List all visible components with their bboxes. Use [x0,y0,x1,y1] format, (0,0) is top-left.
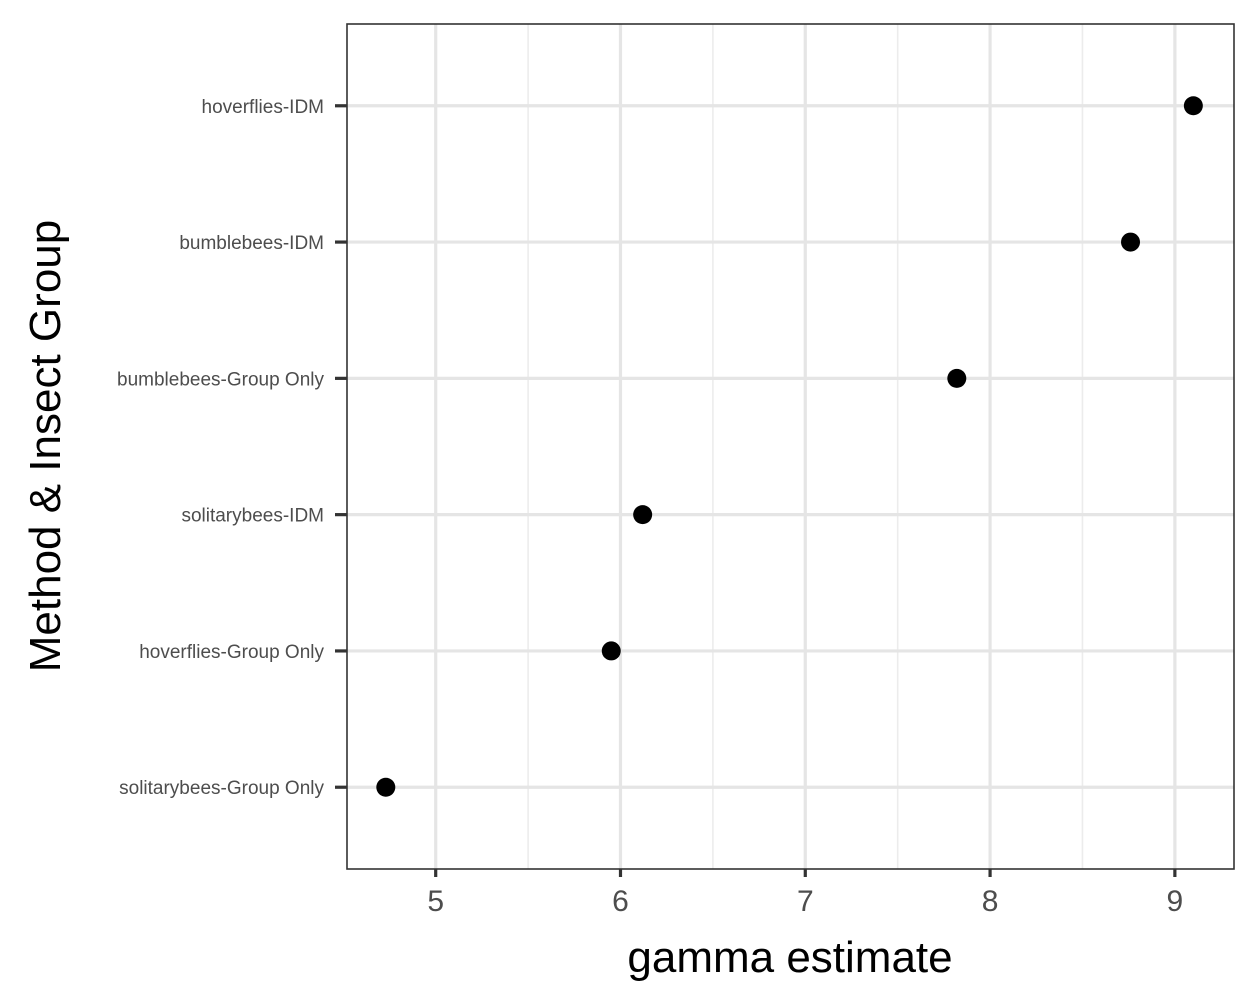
data-point [1183,96,1203,116]
x-tick-label: 8 [982,885,999,918]
y-tick-label: bumblebees-Group Only [117,369,324,390]
y-tick-label: hoverflies-Group Only [139,642,324,663]
panel-background [347,24,1234,869]
panel-border [346,23,1235,870]
x-tick-label: 6 [612,885,629,918]
x-tick-label: 9 [1167,885,1184,918]
data-points [376,96,1203,797]
y-axis-ticks: solitarybees-Group Only hoverflies-Group … [117,97,347,799]
y-tick-label: solitarybees-IDM [181,506,324,527]
data-point [601,641,621,661]
minor-grid [527,24,1084,869]
y-tick-label: bumblebees-IDM [179,233,324,254]
data-point [633,505,653,525]
x-tick-label: 5 [427,885,444,918]
y-tick-label: hoverflies-IDM [202,97,324,118]
data-point [1121,232,1141,252]
x-axis-ticks: 5 6 7 8 9 [427,869,1183,918]
major-grid [347,24,1234,869]
data-point [947,368,967,388]
y-axis-title: Method & Insect Group [21,220,70,672]
x-axis-title: gamma estimate [627,933,952,982]
y-tick-label: solitarybees-Group Only [119,778,324,799]
data-point [376,777,396,797]
x-tick-label: 7 [797,885,814,918]
